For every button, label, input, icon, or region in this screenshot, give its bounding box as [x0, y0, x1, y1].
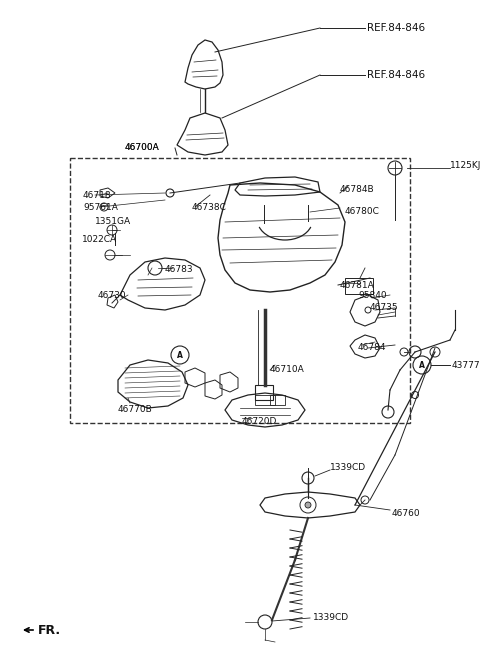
- Bar: [270, 395, 285, 405]
- Text: 46718: 46718: [83, 191, 112, 200]
- Text: 1351GA: 1351GA: [95, 217, 131, 227]
- Text: 1339CD: 1339CD: [330, 464, 366, 472]
- Text: 46780C: 46780C: [345, 208, 380, 217]
- Bar: [70, 158, 410, 423]
- Bar: [255, 395, 275, 405]
- Bar: [345, 278, 373, 294]
- Text: 46700A: 46700A: [125, 143, 160, 153]
- Text: 1339CD: 1339CD: [313, 614, 349, 622]
- Text: FR.: FR.: [38, 624, 61, 637]
- Text: 46730: 46730: [98, 291, 127, 299]
- Text: 46784: 46784: [358, 343, 386, 352]
- Text: 46783: 46783: [165, 265, 193, 274]
- Text: 95840: 95840: [358, 291, 386, 299]
- Text: 46760: 46760: [392, 508, 420, 517]
- Text: 46770B: 46770B: [118, 405, 153, 415]
- Text: 46720D: 46720D: [242, 417, 277, 426]
- Text: A: A: [177, 350, 183, 360]
- Text: 46700A: 46700A: [125, 143, 160, 153]
- Text: 46781A: 46781A: [340, 280, 375, 290]
- Text: 43777B: 43777B: [452, 360, 480, 369]
- Text: 46710A: 46710A: [270, 365, 305, 375]
- Text: 46738C: 46738C: [192, 202, 227, 212]
- Text: REF.84-846: REF.84-846: [367, 23, 425, 33]
- Circle shape: [305, 502, 311, 508]
- Text: A: A: [419, 360, 425, 369]
- Text: 46735: 46735: [370, 303, 398, 312]
- Text: 46784B: 46784B: [340, 185, 374, 195]
- Bar: [255, 385, 273, 400]
- Text: 1125KJ: 1125KJ: [450, 160, 480, 170]
- Text: 1022CA: 1022CA: [82, 236, 117, 244]
- Text: 95761A: 95761A: [83, 202, 118, 212]
- Text: REF.84-846: REF.84-846: [367, 70, 425, 80]
